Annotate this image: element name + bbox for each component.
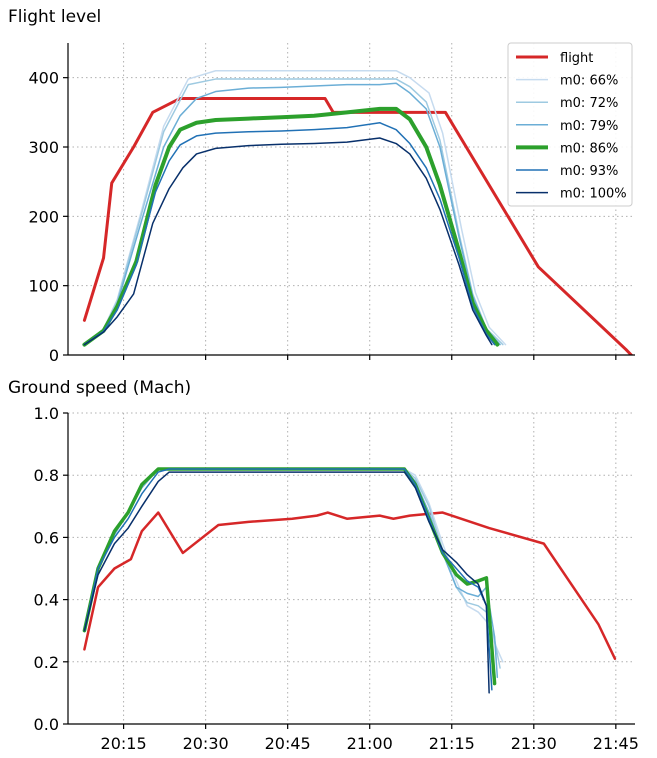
legend: flight m0: 66% m0: 72% m0: 79% m0: 86% m0: 93… (507, 42, 633, 207)
y-tick-label: 0.4 (34, 591, 59, 610)
series-line-flight (83, 511, 617, 660)
x-tick-label: 20:30 (183, 734, 229, 753)
x-tick-label: 20:15 (101, 734, 147, 753)
chart-title: Ground speed (Mach) (8, 378, 191, 398)
legend-label-m0-66: m0: 66% (560, 74, 618, 89)
series-line-m0-93 (83, 121, 496, 346)
legend-label-m0-100: m0: 100% (560, 187, 627, 202)
series-line-m0-100 (83, 471, 490, 694)
chart-title: Flight level (8, 7, 101, 27)
x-tick-label: 21:00 (347, 734, 393, 753)
y-tick-label: 0 (49, 346, 59, 365)
y-tick-label: 0.6 (34, 528, 59, 547)
legend-label-m0-86: m0: 86% (560, 141, 618, 156)
series-line-m0-93 (83, 468, 493, 691)
series-line-flight (82, 96, 633, 355)
series-line-m0-66 (83, 69, 507, 346)
y-tick-label: 400 (28, 69, 59, 88)
series-line-m0-72 (83, 78, 504, 346)
series-line-m0-86 (82, 106, 500, 347)
series-group (82, 69, 633, 355)
series-line-m0-79 (83, 82, 501, 346)
x-tick-label: 20:45 (265, 734, 311, 753)
legend-frame (507, 42, 633, 207)
legend-label-m0-79: m0: 79% (560, 119, 618, 134)
series-line-m0-100 (83, 137, 493, 346)
y-tick-label: 0.0 (34, 715, 59, 734)
x-tick-label: 21:45 (593, 734, 639, 753)
flight-level-panel: Flight level 0 100 200 300 400 flight m0: 66% m0… (8, 7, 635, 365)
x-tick-label: 21:15 (429, 734, 475, 753)
series-group (82, 467, 617, 694)
legend-label-m0-93: m0: 93% (560, 164, 618, 179)
legend-label-m0-72: m0: 72% (560, 96, 618, 111)
y-tick-label: 100 (28, 277, 59, 296)
ground-speed-panel: Ground speed (Mach) 0.0 0.2 0.4 0.6 0.8 1.0 20:… (8, 378, 639, 753)
legend-label-flight: flight (560, 51, 593, 66)
y-tick-label: 200 (28, 207, 59, 226)
y-tick-label: 1.0 (34, 404, 59, 423)
y-tick-label: 0.8 (34, 466, 59, 485)
x-tick-label: 21:30 (511, 734, 557, 753)
y-tick-label: 0.2 (34, 653, 59, 672)
y-tick-label: 300 (28, 138, 59, 157)
